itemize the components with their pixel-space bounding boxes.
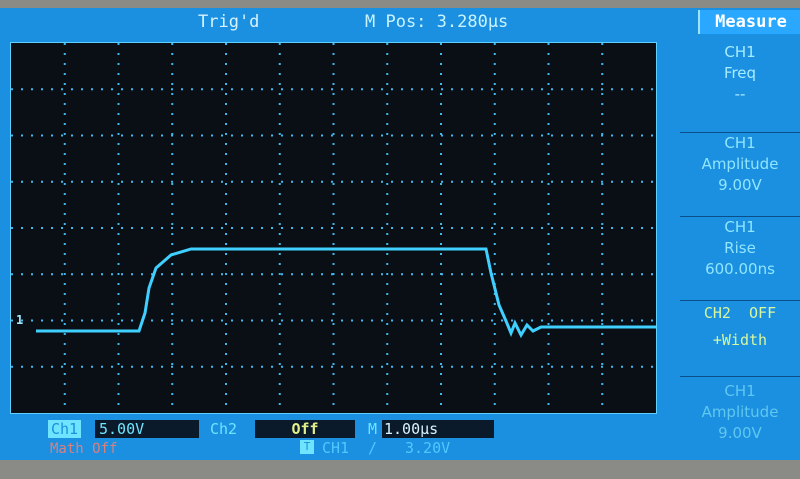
math-status: Math Off xyxy=(50,441,118,457)
value: 9.00V xyxy=(718,176,762,194)
timebase-scale: 1.00µs xyxy=(382,420,494,438)
type: Amplitude xyxy=(701,155,779,173)
ch1-waveform-trace xyxy=(36,247,656,339)
trigger-slope-icon: / xyxy=(368,439,378,457)
ch1-scale: 5.00V xyxy=(95,420,199,438)
type: +Width xyxy=(712,331,768,349)
ch1-ground-marker: 1 xyxy=(16,313,24,327)
trigger-icon: T xyxy=(300,440,314,454)
ch2-label: Ch2 xyxy=(210,420,238,438)
source: CH1 xyxy=(724,382,756,400)
type: Rise xyxy=(724,239,756,257)
trigger-status: Trig'd xyxy=(198,12,260,32)
top-status-bar: Trig'd M Pos: 3.280µs xyxy=(0,8,680,38)
timebase-label: M xyxy=(368,420,378,438)
oscilloscope-screen: Trig'd M Pos: 3.280µs 1 Measure CH1 Freq… xyxy=(0,8,800,460)
source: CH1 xyxy=(724,218,756,236)
source: CH1 xyxy=(724,134,756,152)
source: CH1 xyxy=(724,43,756,61)
graticule xyxy=(10,42,657,414)
value: 9.00V xyxy=(718,424,762,442)
measure-item-ch1-freq[interactable]: CH1 Freq -- xyxy=(680,42,800,126)
source: CH2 OFF xyxy=(703,304,777,322)
measure-item-ch1-rise[interactable]: CH1 Rise 600.00ns xyxy=(680,216,800,299)
main-position: M Pos: 3.280µs xyxy=(365,12,509,32)
measure-item-ch1-amplitude-2[interactable]: CH1 Amplitude 9.00V xyxy=(680,376,800,465)
type: Amplitude xyxy=(701,403,779,421)
measure-menu: Measure CH1 Freq -- CH1 Amplitude 9.00V … xyxy=(680,8,800,460)
ch2-scale: Off xyxy=(255,420,355,438)
value: 600.00ns xyxy=(705,260,775,278)
ch1-label: Ch1 xyxy=(48,420,82,438)
trigger-level: 3.20V xyxy=(405,439,451,457)
bottom-status-bar: Ch1 5.00V Ch2 Off M 1.00µs Math Off T CH… xyxy=(0,412,680,460)
measure-item-ch2-width[interactable]: CH2 OFF +Width xyxy=(680,300,800,373)
measure-item-ch1-amplitude[interactable]: CH1 Amplitude 9.00V xyxy=(680,132,800,217)
waveform-display xyxy=(11,43,656,413)
measure-menu-title: Measure xyxy=(698,10,800,34)
type: Freq xyxy=(723,64,757,82)
value: -- xyxy=(734,85,746,103)
trigger-source: CH1 xyxy=(322,439,350,457)
